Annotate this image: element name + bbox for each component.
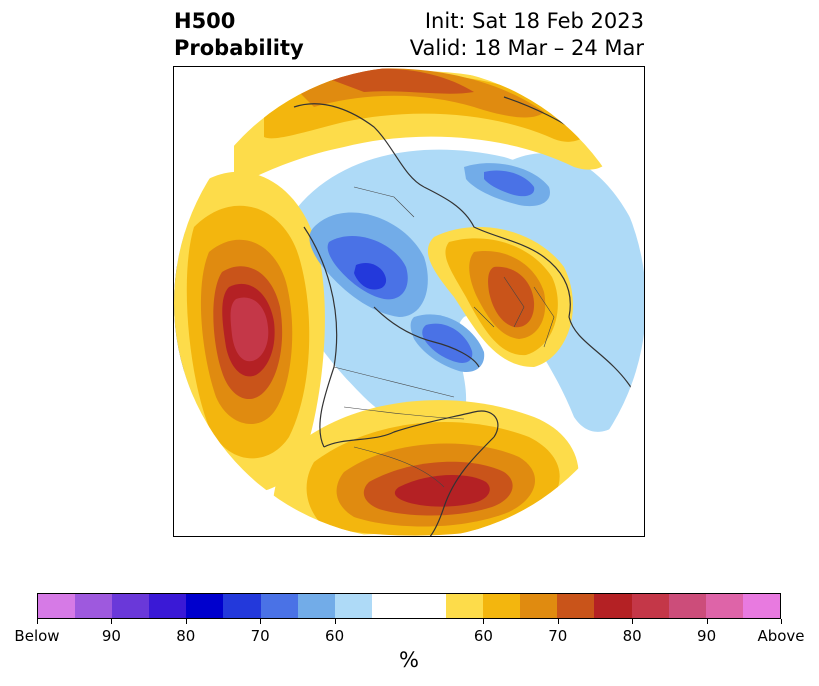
colorbar-above-seg-1: [483, 594, 521, 618]
colorbar-below-seg-2: [112, 594, 150, 618]
colorbar-above-seg-2: [520, 594, 558, 618]
colorbar-above-seg-5: [631, 594, 669, 618]
map-title: H500 Probability: [174, 8, 304, 62]
colorbar-tick-label: 90: [101, 627, 121, 645]
colorbar-below-seg-4: [186, 594, 224, 618]
probability-colorbar: [37, 593, 781, 619]
colorbar-unit: %: [399, 648, 419, 672]
colorbar-tick-label: Above: [757, 627, 805, 645]
colorbar-tick-label: 60: [325, 627, 345, 645]
colorbar-tick-mark: [334, 619, 336, 624]
colorbar-tick-mark: [706, 619, 708, 624]
title-product: Probability: [174, 36, 304, 60]
colorbar-below-seg-3: [149, 594, 187, 618]
colorbar-below-seg-0: [38, 594, 76, 618]
colorbar-below-seg-6: [260, 594, 298, 618]
colorbar-below-seg-1: [75, 594, 113, 618]
colorbar-above-seg-8: [742, 594, 780, 618]
colorbar-tick-mark: [260, 619, 262, 624]
colorbar-above-seg-3: [557, 594, 595, 618]
colorbar-above-seg-6: [668, 594, 706, 618]
colorbar-tick-label: 80: [176, 627, 196, 645]
forecast-dates: Init: Sat 18 Feb 2023 Valid: 18 Mar – 24…: [410, 8, 644, 62]
colorbar-tick-mark: [37, 619, 38, 624]
colorbar-tick-mark: [632, 619, 634, 624]
colorbar-neutral-seg: [371, 594, 447, 618]
title-variable: H500: [174, 9, 236, 33]
colorbar-tick-mark: [781, 619, 782, 624]
colorbar-above-seg-7: [705, 594, 743, 618]
colorbar-tick-label: 90: [697, 627, 717, 645]
valid-range: Valid: 18 Mar – 24 Mar: [409, 36, 644, 60]
colorbar-below-seg-7: [297, 594, 335, 618]
colorbar-tick-label: 70: [548, 627, 568, 645]
colorbar-tick-mark: [111, 619, 113, 624]
colorbar-above-seg-0: [446, 594, 484, 618]
colorbar-tick-mark: [185, 619, 187, 624]
polar-map-svg: [174, 67, 644, 536]
colorbar-below-seg-5: [223, 594, 261, 618]
colorbar-tick-label: 60: [473, 627, 493, 645]
colorbar-tick-label: 80: [622, 627, 642, 645]
borders: [333, 186, 555, 488]
colorbar-above-seg-4: [594, 594, 632, 618]
colorbar-tick-label: 70: [250, 627, 270, 645]
colorbar-tick-label: Below: [14, 627, 60, 645]
colorbar-below-seg-8: [334, 594, 372, 618]
probability-map: [173, 66, 645, 537]
init-date: Init: Sat 18 Feb 2023: [424, 9, 644, 33]
colorbar-tick-mark: [483, 619, 485, 624]
colorbar-tick-mark: [557, 619, 559, 624]
